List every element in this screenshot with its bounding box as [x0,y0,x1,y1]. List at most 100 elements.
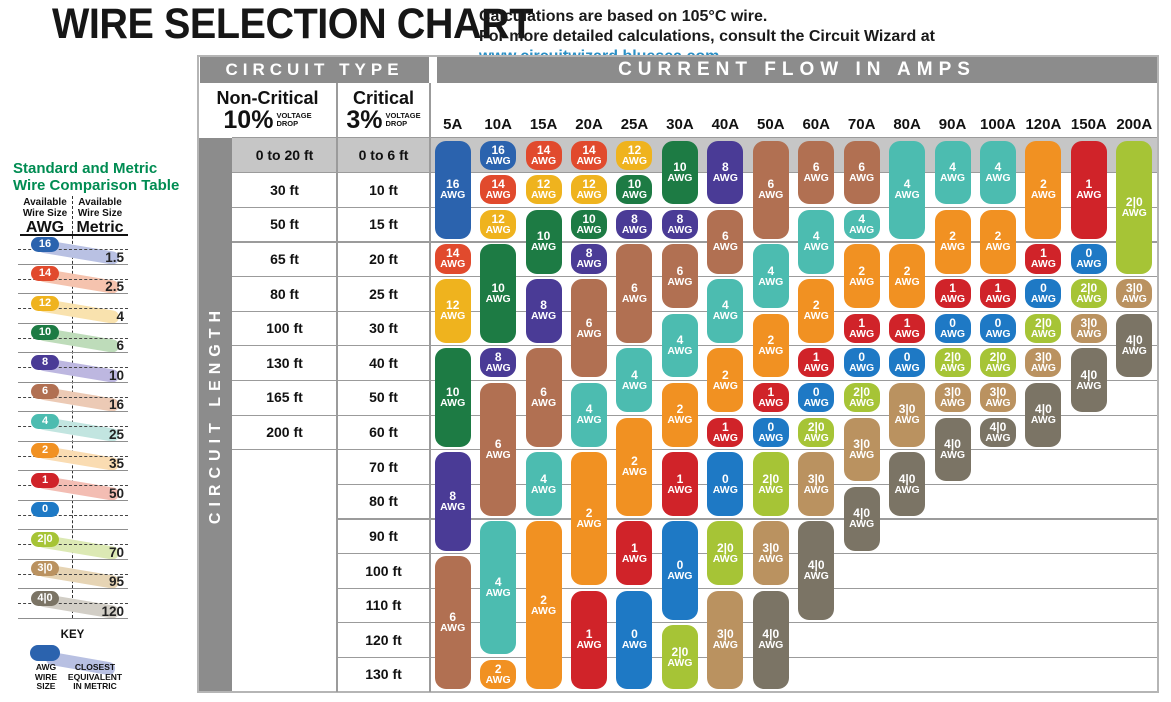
amp-column-header: 80A [893,116,921,133]
amp-column-header: 15A [529,116,558,133]
awg-pill: 3|0 AWG [1025,348,1062,378]
current-flow-header: CURRENT FLOW IN AMPS [437,57,1157,83]
awg-pill: 3|0 AWG [798,452,835,516]
awg-pill: 3|0 AWG [889,382,926,447]
key-awg-label: AWG WIRE SIZE [34,662,58,691]
awg-pill: 0 AWG [616,590,653,689]
row-separator [337,553,1157,555]
awg-pill: 6 AWG [798,140,835,205]
sidebar-dashed-line [18,455,128,457]
sidebar-row-separator [18,440,128,442]
row-separator [337,483,1157,485]
row-separator [232,241,1157,243]
grid-top-line [232,137,1157,138]
awg-pill: 4 AWG [571,382,608,447]
awg-pill: 2|0 AWG [1025,313,1062,343]
awg-pill: 2|0 AWG [1116,140,1153,274]
amp-column-header: 20A [575,116,603,133]
awg-pill: 2 AWG [480,659,517,689]
sidebar-metric-value: 10 [108,367,124,383]
length-cell-noncritical: 0 to 20 ft [255,147,314,163]
amp-column-header: 5A [443,116,463,133]
awg-pill: 2|0 AWG [661,625,698,689]
amp-column-header: 90A [938,116,967,133]
sidebar-metric-value: 70 [108,544,124,560]
length-cell-critical: 120 ft [365,631,402,648]
awg-pill: 1 AWG [934,279,971,309]
awg-pill: 6 AWG [525,348,562,447]
amp-column-header: 100A [980,116,1016,133]
awg-pill: 1 AWG [1025,244,1062,274]
length-columns-divider [336,83,338,692]
awg-pill: 2|0 AWG [752,452,789,516]
sidebar-dashed-line [18,396,128,398]
sidebar-dashed-line [18,249,128,250]
awg-pill: 1 AWG [798,348,835,378]
amp-column-header: 50A [757,116,785,133]
awg-pill: 10 AWG [616,175,653,205]
amp-column-header: 30A [666,116,694,133]
awg-pill: 8 AWG [434,452,471,551]
sidebar-awg-pill: 3|0 [31,561,59,576]
page-title: WIRE SELECTION CHART [52,0,533,48]
critical-percent: 3% [346,106,383,134]
sidebar-dashed-line [18,485,128,486]
noncritical-percent: 10% [223,106,274,134]
awg-pill: 10 AWG [661,140,698,205]
awg-pill: 2 AWG [979,209,1016,274]
awg-pill: 10 AWG [434,348,471,447]
awg-pill: 3|0 AWG [1070,313,1107,343]
sidebar-metric-value: 35 [108,456,124,471]
length-cell-noncritical: 200 ft [266,424,303,440]
awg-pill: 8 AWG [480,348,517,378]
awg-pill: 3|0 AWG [843,417,880,482]
awg-pill: 14 AWG [434,244,471,274]
awg-pill: 2|0 AWG [843,382,880,412]
awg-pill: 1 AWG [661,452,698,516]
noncritical-voltage-drop-label: VOLTAGE DROP [276,111,312,128]
awg-pill: 0 AWG [1025,279,1062,309]
awg-pill: 4 AWG [843,209,880,239]
sidebar-awg-pill: 4 [31,413,59,429]
sidebar-column-divider-dashed [72,196,73,618]
length-cell-noncritical: 30 ft [270,181,299,198]
length-cell-critical: 50 ft [369,389,398,406]
awg-pill: 8 AWG [525,279,562,343]
sidebar-metric-unit-label: Metric [76,219,124,236]
awg-pill: 16 AWG [480,140,517,170]
awg-pill: 6 AWG [434,556,471,689]
sidebar-awg-pill: 4|0 [31,590,59,606]
awg-pill: 6 AWG [571,279,608,378]
sidebar-row-separator [18,411,128,412]
critical-label: Critical [352,88,415,108]
sidebar-awg-pill: 0 [31,502,59,517]
key-awg-pill-icon [30,645,60,661]
awg-pill: 6 AWG [480,382,517,516]
sidebar-dashed-line [18,544,128,545]
awg-pill: 1 AWG [843,313,880,343]
length-cell-noncritical: 165 ft [266,389,303,406]
sidebar-awg-pill: 2|0 [31,531,59,547]
row-separator [232,449,1157,451]
length-cell-critical: 20 ft [369,250,398,267]
sidebar-title: Standard and Metric Wire Comparison Tabl… [13,160,180,194]
length-cell-critical: 25 ft [369,285,398,302]
awg-pill: 4|0 AWG [1070,348,1107,412]
awg-pill: 0 AWG [1070,244,1107,274]
awg-pill: 6 AWG [616,244,653,343]
awg-pill: 4 AWG [889,140,926,239]
awg-pill: 2 AWG [616,417,653,516]
length-cell-critical: 100 ft [365,562,402,579]
noncritical-label: Non-Critical [216,88,319,108]
row-separator [232,206,1157,208]
noncritical-column-header: Non-Critical 10% VOLTAGE DROP [199,84,338,137]
awg-pill: 4 AWG [707,279,744,343]
length-cell-critical: 130 ft [365,666,402,683]
awg-pill: 2|0 AWG [934,348,971,378]
awg-pill: 1 AWG [571,590,608,689]
length-cell-critical: 60 ft [369,424,398,440]
awg-pill: 1 AWG [979,279,1016,309]
length-cell-critical: 90 ft [369,527,398,544]
awg-pill: 4 AWG [979,140,1016,205]
